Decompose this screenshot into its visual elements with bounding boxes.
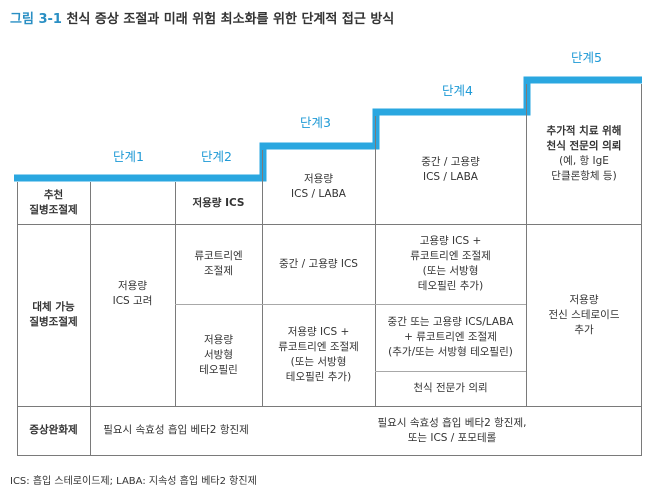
grid-line [17,224,526,225]
grid-line [375,371,526,372]
grid-line [375,116,376,407]
row-header-alternative: 대체 가능 질병조절제 [29,301,78,328]
grid-line [262,150,263,407]
row-header-reliever: 증상완화제 [29,424,78,436]
step5-recommended-main: 추가적 치료 위해 천식 전문의 의뢰 [546,125,622,152]
step3-recommended-cell: 저용량 ICS / LABA [291,173,346,200]
grid-line [175,304,526,305]
step2-recommended-cell: 저용량 ICS [192,196,245,209]
staircase-line [14,76,642,182]
step5-alternative-cell: 저용량 전신 스테로이드 추가 [548,293,620,336]
step1-controller-cell: 저용량 ICS 고려 [112,280,153,307]
step3-alternative-cell-2: 저용량 ICS + 류코트리엔 조절제 (또는 서방형 테오필린 추가) [278,326,359,383]
step-label-4: 단계4 [442,83,473,98]
step2-alternative-cell-1: 류코트리엔 조절제 [194,250,243,277]
grid-line [17,455,642,456]
reliever-step1-2-cell: 필요시 속효성 흡입 베타2 항진제 [103,424,249,436]
grid-line [526,224,642,225]
step5-recommended-cell: 추가적 치료 위해 천식 전문의 의뢰 (예, 항 IgE 단클론항체 등) [526,84,642,224]
row-header-recommended: 추천 질병조절제 [29,189,78,216]
step4-alternative-cell-3: 천식 전문가 의뢰 [413,382,488,394]
grid-line [641,84,642,456]
step2-alternative-cell-2: 저용량 서방형 테오필린 [199,333,238,376]
step5-recommended-sub: (예, 항 IgE 단클론항체 등) [551,155,617,182]
step3-alternative-cell-1: 중간 / 고용량 ICS [279,257,358,270]
grid-line [17,406,642,407]
figure-title-text: 천식 증상 조절과 미래 위험 최소화를 위한 단계적 접근 방식 [66,12,395,27]
grid-line [175,182,176,407]
step-label-5: 단계5 [571,50,602,65]
step-label-3: 단계3 [300,115,331,130]
grid-line [90,182,91,456]
step4-alternative-cell-2: 중간 또는 고용량 ICS/LABA + 류코트리엔 조절제 (추가/또는 서방… [387,316,514,358]
step4-recommended-cell: 중간 / 고용량 ICS / LABA [421,156,480,183]
step-label-1: 단계1 [113,149,144,164]
grid-line [17,182,18,456]
figure-number: 그림 3-1 [10,12,62,27]
figure-title: 그림 3-1 천식 증상 조절과 미래 위험 최소화를 위한 단계적 접근 방식 [10,8,394,27]
step4-alternative-cell-1: 고용량 ICS + 류코트리엔 조절제 (또는 서방형 테오필린 추가) [410,235,491,292]
grid-line [526,84,527,407]
reliever-step3-5-cell: 필요시 속효성 흡입 베타2 항진제, 또는 ICS / 포모테롤 [377,416,527,444]
footnote: ICS: 흡입 스테로이드제; LABA: 지속성 흡입 베타2 항진제 [10,476,257,487]
step-label-2: 단계2 [201,149,232,164]
